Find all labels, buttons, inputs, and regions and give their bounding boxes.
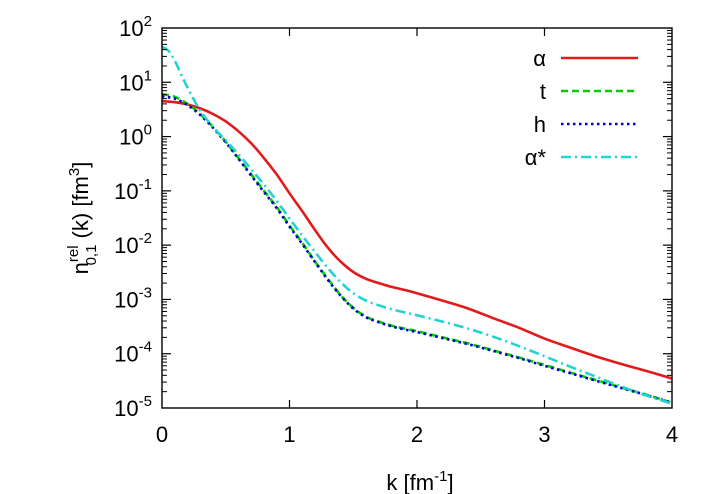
y-tick-label: 10-3 bbox=[114, 284, 152, 312]
x-axis-title: k [fm-1] bbox=[386, 468, 453, 494]
ticks-layer: 0 1 2 3 4 10-5 10-4 10-3 10-2 10-1 100 101 102 bbox=[114, 13, 678, 447]
x-tick-label: 2 bbox=[411, 422, 423, 447]
x-axis-title-main: k [fm bbox=[386, 470, 434, 494]
y-tick-label: 10-4 bbox=[114, 339, 152, 367]
y-tick-label: 101 bbox=[119, 67, 152, 95]
plot-frame bbox=[161, 27, 673, 409]
legend-label: α* bbox=[525, 145, 547, 170]
y-axis-title-sup2: 3 bbox=[66, 168, 83, 176]
y-axis-title-sub: 0,1 bbox=[83, 245, 100, 266]
series-line-1 bbox=[161, 99, 673, 380]
legend-label: t bbox=[540, 79, 546, 104]
legend: αth α* bbox=[525, 46, 638, 170]
x-tick-label: 1 bbox=[283, 422, 295, 447]
y-axis-title-mid: (k) [fm bbox=[68, 176, 93, 244]
legend-label: α bbox=[533, 46, 546, 71]
y-axis-title-end: ] bbox=[68, 162, 93, 168]
y-axis-title-sup: rel bbox=[65, 245, 82, 262]
x-tick-label: 0 bbox=[156, 422, 168, 447]
series-line-4 bbox=[161, 45, 673, 405]
x-tick-label: 3 bbox=[538, 422, 550, 447]
y-axis-title: nrel0,1 (k) [fm3] bbox=[65, 162, 100, 275]
x-axis-title-end: ] bbox=[447, 470, 453, 494]
legend-label: h bbox=[534, 112, 546, 137]
y-tick-label: 10-1 bbox=[114, 176, 152, 204]
y-tick-label: 10-2 bbox=[114, 230, 152, 258]
series-layer bbox=[161, 45, 673, 405]
y-tick-label: 100 bbox=[119, 122, 152, 150]
y-tick-label: 10-5 bbox=[114, 393, 152, 421]
y-tick-label: 102 bbox=[119, 13, 152, 41]
y-axis-title-n: n bbox=[68, 262, 93, 274]
x-axis-title-sup: -1 bbox=[434, 468, 447, 485]
x-tick-label: 4 bbox=[666, 422, 678, 447]
